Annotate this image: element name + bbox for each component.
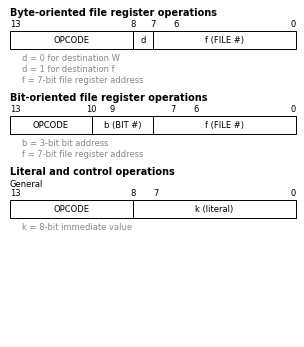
Text: 6: 6 xyxy=(194,105,199,114)
Text: 0: 0 xyxy=(291,189,296,198)
Text: f (FILE #): f (FILE #) xyxy=(205,120,244,129)
Text: Literal and control operations: Literal and control operations xyxy=(10,167,175,177)
Bar xyxy=(92,116,153,134)
Text: d = 1 for destination f: d = 1 for destination f xyxy=(22,65,115,74)
Text: b (BIT #): b (BIT #) xyxy=(104,120,141,129)
Text: b = 3-bit bit address: b = 3-bit bit address xyxy=(22,139,109,148)
Text: k = 8-bit immediate value: k = 8-bit immediate value xyxy=(22,223,132,232)
Text: 7: 7 xyxy=(153,189,158,198)
Bar xyxy=(133,200,296,218)
Text: 13: 13 xyxy=(10,105,21,114)
Bar xyxy=(10,116,92,134)
Text: OPCODE: OPCODE xyxy=(53,204,89,213)
Text: 0: 0 xyxy=(291,105,296,114)
Text: OPCODE: OPCODE xyxy=(33,120,69,129)
Bar xyxy=(153,116,296,134)
Text: k (literal): k (literal) xyxy=(195,204,233,213)
Text: 0: 0 xyxy=(291,20,296,29)
Text: 7: 7 xyxy=(171,105,176,114)
Text: d: d xyxy=(140,35,146,44)
Bar xyxy=(10,31,133,49)
Bar xyxy=(133,31,153,49)
Text: Byte-oriented file register operations: Byte-oriented file register operations xyxy=(10,8,217,18)
Text: Bit-oriented file register operations: Bit-oriented file register operations xyxy=(10,93,208,103)
Text: f = 7-bit file register address: f = 7-bit file register address xyxy=(22,150,143,159)
Text: 8: 8 xyxy=(130,189,135,198)
Text: 9: 9 xyxy=(109,105,115,114)
Text: 8: 8 xyxy=(130,20,135,29)
Bar xyxy=(153,31,296,49)
Text: General: General xyxy=(10,180,43,189)
Text: 10: 10 xyxy=(86,105,97,114)
Text: f = 7-bit file register address: f = 7-bit file register address xyxy=(22,76,143,85)
Text: 6: 6 xyxy=(173,20,179,29)
Text: 7: 7 xyxy=(150,20,156,29)
Text: 13: 13 xyxy=(10,189,21,198)
Bar xyxy=(10,200,133,218)
Text: f (FILE #): f (FILE #) xyxy=(205,35,244,44)
Text: d = 0 for destination W: d = 0 for destination W xyxy=(22,54,120,63)
Text: OPCODE: OPCODE xyxy=(53,35,89,44)
Text: 13: 13 xyxy=(10,20,21,29)
